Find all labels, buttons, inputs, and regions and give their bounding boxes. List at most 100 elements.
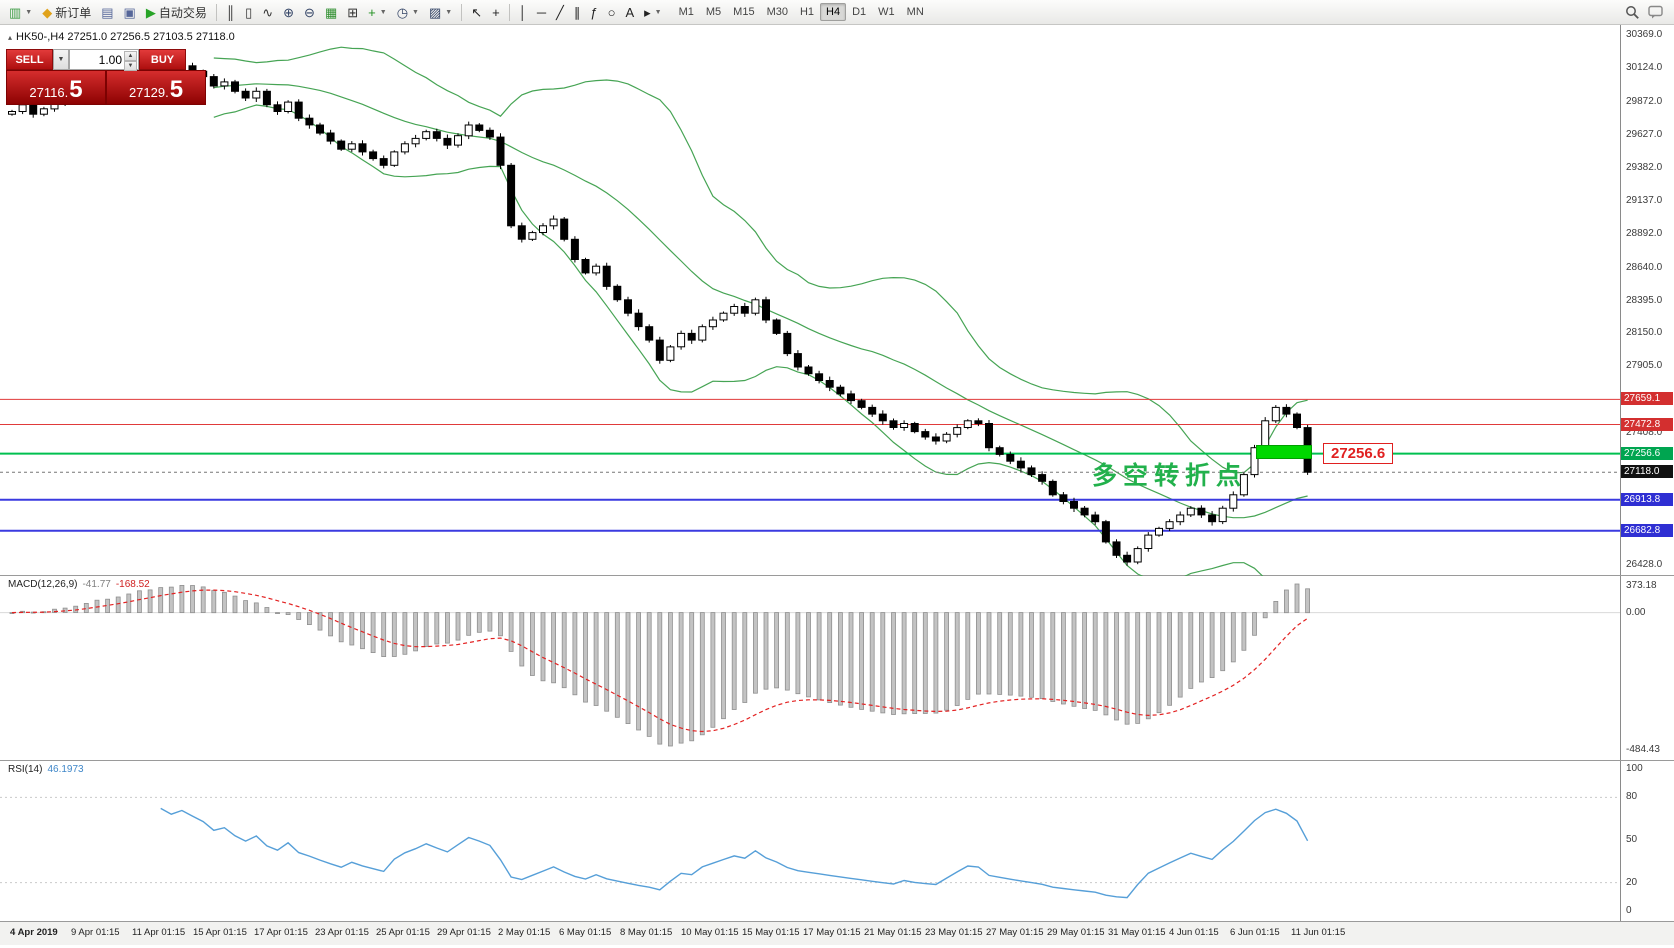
autotrade-button[interactable]: ▶ 自动交易 — [141, 2, 212, 22]
history-center-button[interactable]: ▣ — [119, 2, 141, 22]
chevron-down-icon: ▼ — [654, 8, 662, 16]
candlestick-chart[interactable] — [0, 25, 1620, 576]
channel-button[interactable]: ∥ — [569, 2, 586, 22]
rsi-axis-label: 20 — [1626, 876, 1638, 888]
grid-button[interactable]: ▦ — [320, 2, 342, 22]
timeframe-group: M1 M5 M15 M30 H1 H4 D1 W1 MN — [673, 3, 930, 21]
timeframe-mn[interactable]: MN — [906, 6, 924, 18]
time-axis-label: 29 Apr 01:15 — [437, 927, 491, 938]
chevron-down-icon: ▼ — [412, 8, 419, 16]
shapes-icon: ○ — [607, 4, 616, 20]
arrows-button[interactable]: ▸ ▼ — [639, 2, 666, 22]
time-axis-label: 27 May 01:15 — [986, 927, 1044, 938]
price-axis[interactable]: 30369.0 30124.0 29872.0 29627.0 29382.0 29137… — [1620, 25, 1674, 575]
rsi-axis[interactable]: 100 80 50 20 0 — [1620, 761, 1674, 921]
grid-icon: ▦ — [324, 4, 338, 20]
time-axis-label: 4 Apr 2019 — [10, 927, 58, 938]
tile-windows-button[interactable]: ⊞ — [342, 2, 363, 22]
zoom-out-icon: ⊖ — [304, 4, 315, 20]
volume-up-icon[interactable]: ▲ — [124, 51, 137, 61]
shapes-button[interactable]: ○ — [603, 2, 621, 22]
indicators-button[interactable]: + ▼ — [363, 2, 392, 22]
channel-icon: ∥ — [573, 4, 581, 20]
timeframe-h1[interactable]: H1 — [799, 6, 815, 18]
hline-button[interactable]: ─ — [532, 2, 551, 22]
zoom-in-icon: ⊕ — [283, 4, 295, 20]
sell-button[interactable]: SELL — [6, 49, 53, 70]
buy-button[interactable]: BUY — [139, 49, 186, 70]
main-chart-panel[interactable]: 30369.0 30124.0 29872.0 29627.0 29382.0 29137… — [0, 25, 1674, 576]
time-axis-label: 4 Jun 01:15 — [1169, 927, 1219, 938]
vline-button[interactable]: │ — [514, 2, 532, 22]
templates-button[interactable]: ▨ ▼ — [424, 2, 457, 22]
volume-dropdown[interactable]: ▼ — [53, 49, 69, 70]
profiles-button[interactable]: ▤ — [96, 2, 118, 22]
rsi-panel[interactable]: 100 80 50 20 0 RSI(14) 46.1973 — [0, 761, 1674, 922]
zoom-in-button[interactable]: ⊕ — [278, 2, 299, 22]
timeframe-m1[interactable]: M1 — [678, 6, 694, 18]
buy-price: 27129. — [128, 85, 169, 100]
autotrade-icon: ▶ — [145, 4, 156, 20]
chevron-down-icon: ▼ — [379, 8, 387, 16]
vline-icon: │ — [518, 4, 527, 20]
rsi-chart[interactable] — [0, 761, 1620, 922]
time-axis[interactable]: 4 Apr 2019 9 Apr 01:15 11 Apr 01:15 15 Apr … — [0, 922, 1674, 945]
periods-button[interactable]: ◷ ▼ — [392, 2, 424, 22]
cursor-button[interactable]: ↖ — [466, 2, 487, 22]
chat-icon[interactable] — [1648, 5, 1664, 20]
new-chart-button[interactable]: ▥ ▼ — [4, 2, 37, 22]
new-order-button[interactable]: ◆ 新订单 — [37, 2, 96, 22]
one-click-trade-panel: SELL ▼ ▲ ▼ BUY 27116. 5 27129. 5 — [6, 49, 206, 105]
timeframe-d1[interactable]: D1 — [852, 6, 867, 18]
text-button[interactable]: A — [620, 2, 639, 22]
timeframe-m15[interactable]: M15 — [733, 6, 755, 18]
zoom-out-button[interactable]: ⊖ — [299, 2, 320, 22]
bar-chart-icon: ║ — [225, 4, 236, 20]
macd-chart[interactable] — [0, 576, 1620, 761]
trade-panel-collapse-icon[interactable]: ▴ — [8, 32, 13, 42]
sell-price-box[interactable]: 27116. 5 — [6, 70, 106, 105]
periods-icon: ◷ — [396, 4, 409, 20]
line-chart-button[interactable]: ∿ — [257, 2, 278, 22]
price-marker-chip: 27472.8 — [1621, 417, 1673, 431]
time-axis-label: 15 May 01:15 — [742, 927, 800, 938]
history-center-icon: ▣ — [123, 4, 136, 20]
chevron-down-icon: ▼ — [445, 8, 453, 16]
trendline-button[interactable]: ╱ — [551, 2, 569, 22]
sell-price: 27116. — [29, 85, 69, 100]
time-axis-label: 15 Apr 01:15 — [193, 927, 247, 938]
highlight-rectangle-object[interactable] — [1256, 444, 1312, 459]
volume-input[interactable] — [70, 50, 138, 69]
chinese-annotation-text[interactable]: 多空转折点 — [1092, 461, 1248, 490]
bar-chart-button[interactable]: ║ — [221, 2, 240, 22]
time-axis-label: 8 May 01:15 — [620, 927, 673, 938]
price-marker-chip: 27659.1 — [1621, 392, 1673, 406]
crosshair-button[interactable]: + — [487, 2, 505, 22]
new-order-button-label: 新订单 — [55, 5, 92, 20]
candle-chart-button[interactable]: ▯ — [240, 2, 257, 22]
macd-axis-label: 373.18 — [1626, 580, 1657, 591]
timeframe-h4[interactable]: H4 — [820, 3, 847, 21]
trendline-icon: ╱ — [556, 4, 564, 20]
fibonacci-button[interactable]: ƒ — [585, 2, 602, 22]
volume-down-icon[interactable]: ▼ — [124, 61, 137, 71]
timeframe-w1[interactable]: W1 — [878, 6, 895, 18]
timeframe-m5[interactable]: M5 — [705, 6, 722, 18]
profiles-icon: ▤ — [101, 4, 114, 20]
price-marker-chip: 27256.6 — [1621, 446, 1673, 460]
macd-signal-value: -168.52 — [115, 579, 150, 590]
macd-axis[interactable]: 373.18 0.00 -484.43 — [1620, 576, 1674, 760]
rsi-label: RSI(14) 46.1973 — [8, 764, 84, 775]
price-axis-label: 28150.0 — [1626, 327, 1663, 339]
time-axis-label: 6 May 01:15 — [559, 927, 612, 938]
crosshair-icon: + — [492, 4, 500, 20]
rsi-axis-label: 80 — [1626, 791, 1638, 803]
search-icon[interactable] — [1625, 5, 1640, 20]
time-axis-label: 2 May 01:15 — [498, 927, 551, 938]
buy-price-box[interactable]: 27129. 5 — [106, 70, 206, 105]
price-axis-label: 29872.0 — [1626, 95, 1663, 107]
price-tag-label[interactable]: 27256.6 — [1323, 442, 1394, 464]
time-axis-label: 23 May 01:15 — [925, 927, 983, 938]
timeframe-m30[interactable]: M30 — [766, 6, 788, 18]
macd-panel[interactable]: 373.18 0.00 -484.43 MACD(12,26,9) -41.77 -16… — [0, 576, 1674, 761]
